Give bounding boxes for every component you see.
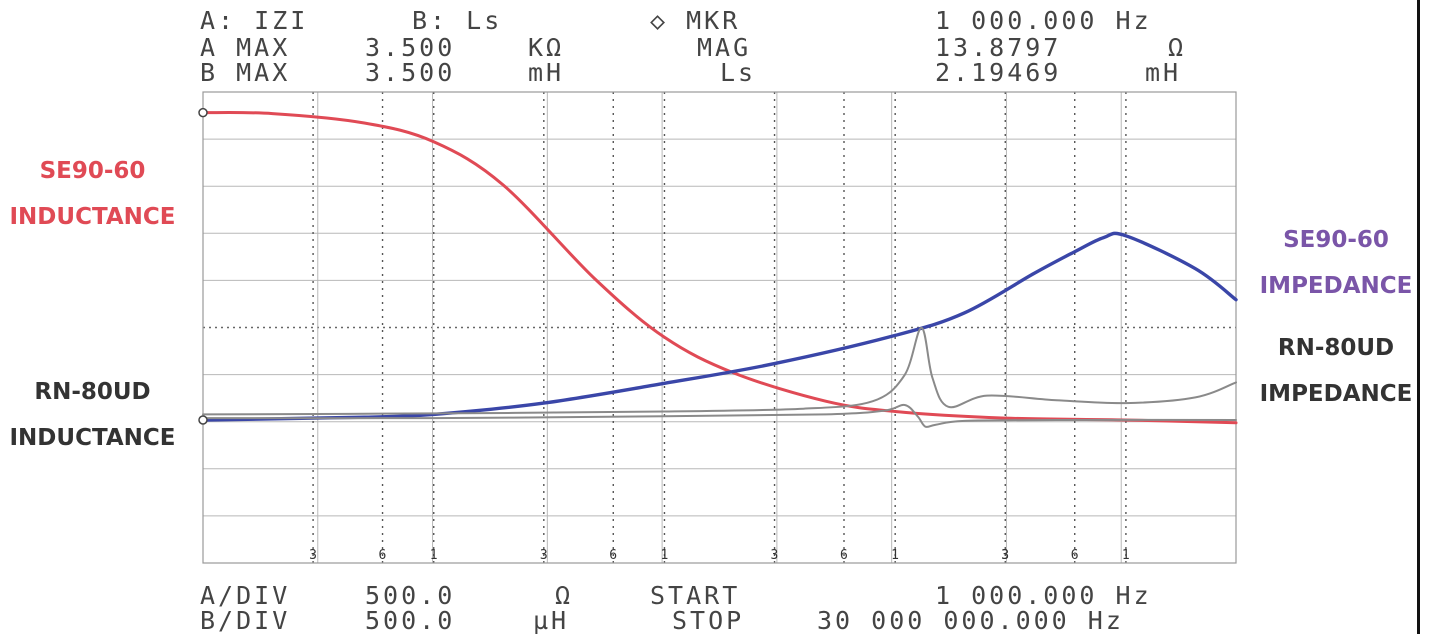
decade-tick-label: 1	[1122, 548, 1130, 563]
start-marker-impedance	[198, 415, 208, 425]
mag-value: 13.8797	[935, 33, 1062, 62]
decade-tick-label: 6	[1071, 548, 1079, 563]
b-div-value: 500.0	[365, 606, 456, 635]
a-max-value: 3.500	[365, 33, 456, 62]
mag-unit: Ω	[1168, 33, 1187, 62]
ls-unit: mH	[1145, 58, 1182, 87]
b-max-label: B MAX	[200, 58, 291, 87]
b-div-label: B/DIV	[200, 606, 291, 635]
se90-60-inductance-label: SE90-60 INDUCTANCE	[0, 148, 185, 240]
se90-60-impedance-model: SE90-60	[1283, 227, 1389, 253]
a-max-label: A MAX	[200, 33, 291, 62]
decade-tick-label: 1	[891, 548, 899, 563]
decade-tick-label: 3	[1001, 548, 1009, 563]
se90-60-inductance-model: SE90-60	[39, 158, 146, 184]
series-line-se90-60-impedance	[201, 231, 1238, 422]
series-line-rn-80ud-inductance	[202, 403, 1237, 429]
rn-80ud-inductance-model: RN-80UD	[34, 379, 151, 405]
start-marker-inductance	[198, 107, 208, 118]
decade-tick-label: 3	[309, 548, 317, 563]
stop-frequency: 30 000 000.000 Hz	[817, 606, 1124, 635]
rn-80ud-impedance-model: RN-80UD	[1277, 335, 1395, 361]
rn-80ud-inductance-label: RN-80UD INDUCTANCE	[0, 369, 185, 461]
series-line-se90-60-inductance	[201, 111, 1238, 425]
b-max-value: 3.500	[365, 58, 456, 87]
se90-60-impedance-label: SE90-60 IMPEDANCE	[1245, 217, 1427, 309]
decade-tick-label: 1	[660, 548, 668, 563]
marker-label: ◇ MKR	[650, 6, 741, 35]
decade-tick-label: 6	[609, 548, 617, 563]
se90-60-inductance-quantity: INDUCTANCE	[9, 204, 176, 230]
a-div-label: A/DIV	[200, 581, 291, 610]
start-frequency: 1 000.000 Hz	[935, 581, 1152, 610]
ls-value: 2.19469	[935, 58, 1062, 87]
rn-80ud-impedance-label: RN-80UD IMPEDANCE	[1245, 325, 1427, 417]
decade-tick-label: 3	[771, 548, 779, 563]
marker-frequency: 1 000.000 Hz	[935, 6, 1152, 35]
a-max-unit: KΩ	[528, 33, 565, 62]
a-div-value: 500.0	[365, 581, 456, 610]
plot-border	[202, 91, 1237, 564]
start-label: START	[650, 581, 741, 610]
stop-label: STOP	[672, 606, 745, 635]
rn-80ud-impedance-quantity: IMPEDANCE	[1259, 381, 1413, 407]
a-div-unit: Ω	[555, 581, 574, 610]
decade-tick-label: 1	[430, 548, 438, 563]
mag-label: MAG	[697, 33, 752, 62]
decade-tick-label: 6	[379, 548, 387, 563]
b-div-unit: µH	[533, 606, 570, 635]
ls-label: Ls	[720, 58, 757, 87]
se90-60-impedance-quantity: IMPEDANCE	[1259, 273, 1413, 299]
decade-tick-label: 3	[1001, 548, 1009, 563]
series-line-rn-80ud-impedance	[202, 326, 1237, 416]
decade-tick-label: 3	[540, 548, 548, 563]
b-max-unit: mH	[528, 58, 565, 87]
trace-a-label: A: IZI	[200, 6, 309, 35]
decade-tick-label: 6	[840, 548, 848, 563]
trace-b-label: B: Ls	[412, 6, 503, 35]
rn-80ud-inductance-quantity: INDUCTANCE	[9, 425, 176, 451]
